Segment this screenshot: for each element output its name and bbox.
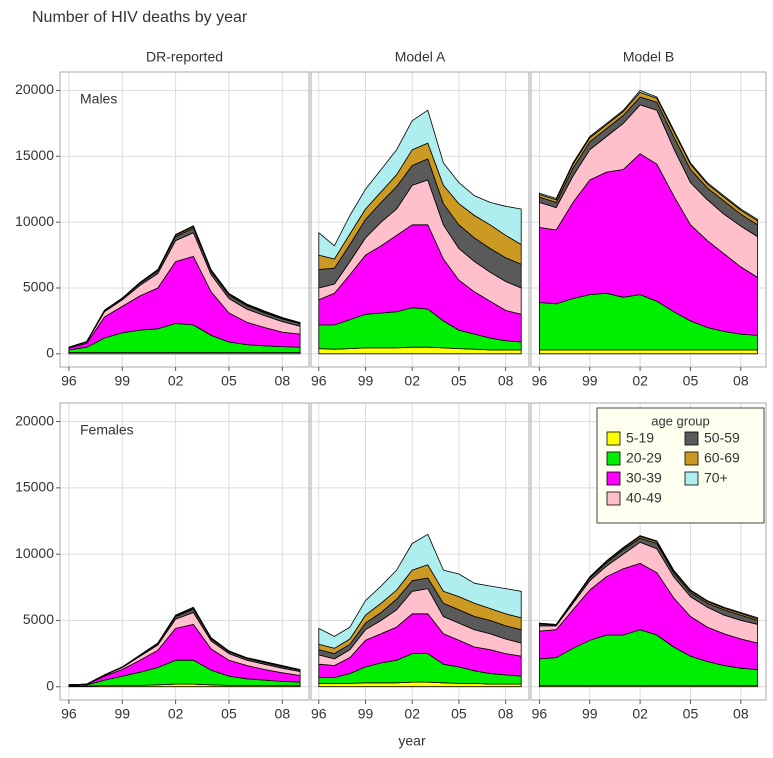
legend-swatch [606,471,621,486]
area [539,90,758,222]
legend-swatch [684,451,699,466]
legend-label: 20-29 [626,450,662,466]
y-tick-label: 10000 [15,545,54,561]
legend-swatch [606,431,621,446]
y-tick-label: 0 [46,677,54,693]
panel-border [310,71,530,368]
panel-border [530,402,767,701]
x-tick-label: 96 [311,373,327,389]
legend-label: 5-19 [626,430,654,446]
x-tick-label: 08 [498,706,514,722]
legend-swatch [684,431,699,446]
x-tick-label: 08 [733,706,749,722]
x-tick-label: 02 [632,706,648,722]
x-tick-label: 96 [311,706,327,722]
legend-title: age group [651,413,710,428]
panel-border [59,402,310,701]
x-tick-label: 02 [168,706,184,722]
y-tick-label: 15000 [15,147,54,163]
x-tick-label: 02 [632,373,648,389]
x-tick-label: 99 [582,706,598,722]
x-tick-label: 08 [275,373,291,389]
x-tick-label: 08 [733,373,749,389]
panel-border [59,71,310,368]
area [539,535,758,625]
x-tick-label: 96 [61,373,77,389]
panel-border [530,71,767,368]
column-label: Model A [395,49,446,65]
row-label: Males [80,91,117,107]
x-tick-label: 99 [114,373,130,389]
x-tick-label: 08 [275,706,291,722]
panel-border [310,402,530,701]
x-tick-label: 05 [221,706,237,722]
legend-label: 50-59 [704,430,740,446]
area [318,109,522,260]
legend-label: 30-39 [626,470,662,486]
y-tick-label: 20000 [15,81,54,97]
legend-label: 70+ [704,470,728,486]
x-tick-label: 05 [451,706,467,722]
y-tick-label: 5000 [23,279,54,295]
x-tick-label: 99 [358,706,374,722]
legend-label: 40-49 [626,490,662,506]
legend-swatch [606,451,621,466]
x-tick-label: 05 [451,373,467,389]
y-tick-label: 10000 [15,213,54,229]
column-label: DR-reported [146,49,223,65]
x-tick-label: 96 [532,373,548,389]
area [68,606,301,686]
x-tick-label: 99 [114,706,130,722]
chart-title: Number of HIV deaths by year [32,9,248,26]
legend-swatch [606,491,621,506]
x-tick-label: 99 [582,373,598,389]
column-label: Model B [623,49,674,65]
x-tick-label: 05 [221,373,237,389]
legend-label: 60-69 [704,450,740,466]
x-tick-label: 08 [498,373,514,389]
x-tick-label: 99 [358,373,374,389]
y-tick-label: 20000 [15,412,54,428]
x-tick-label: 05 [683,706,699,722]
legend-swatch [684,471,699,486]
y-tick-label: 5000 [23,611,54,627]
area [539,349,758,355]
y-tick-label: 0 [46,345,54,361]
legend-box [596,407,765,524]
row-label: Females [80,422,134,438]
x-tick-label: 05 [683,373,699,389]
x-axis-label: year [398,733,426,749]
area [68,225,301,348]
area [318,533,522,649]
x-tick-label: 96 [532,706,548,722]
x-tick-label: 02 [404,706,420,722]
x-tick-label: 02 [404,373,420,389]
x-tick-label: 02 [168,373,184,389]
x-tick-label: 96 [61,706,77,722]
y-tick-label: 15000 [15,479,54,495]
